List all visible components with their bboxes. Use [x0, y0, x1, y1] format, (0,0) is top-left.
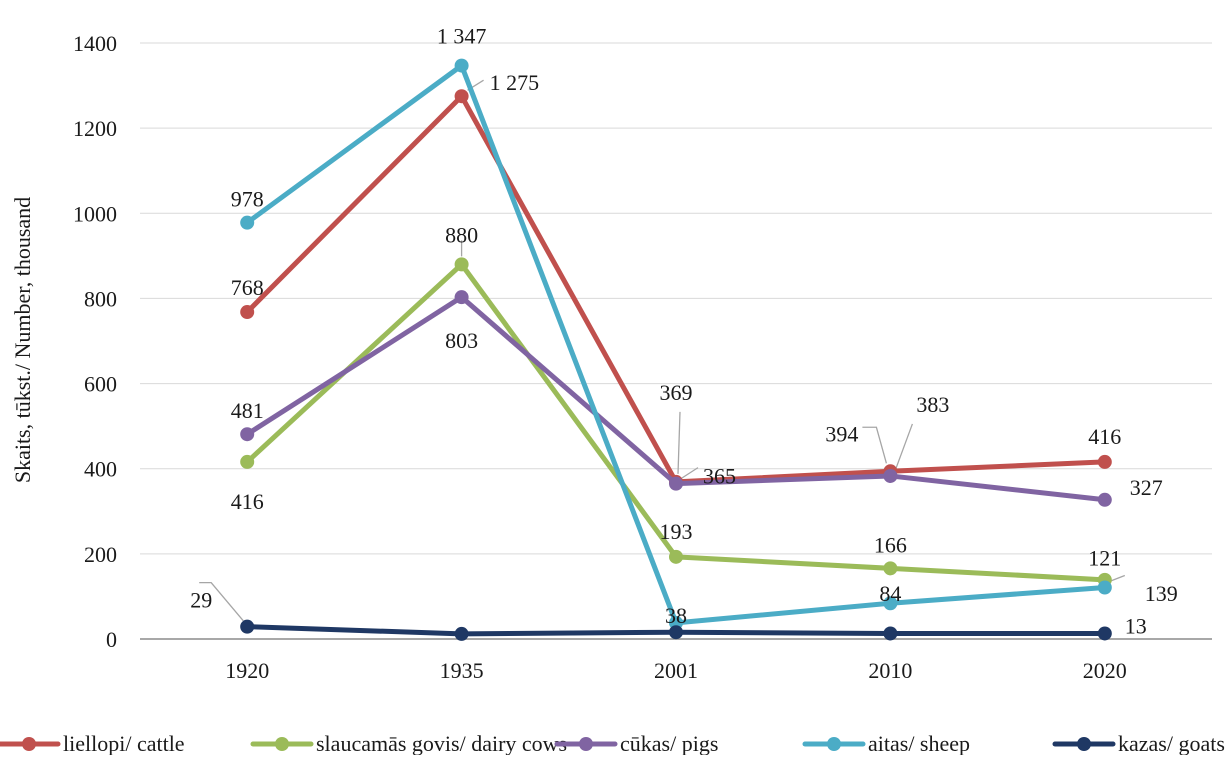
- x-tick-label: 2010: [868, 658, 912, 683]
- y-tick-label: 800: [84, 286, 117, 311]
- data-label-cattle: 416: [1088, 424, 1121, 449]
- y-tick-label: 200: [84, 542, 117, 567]
- data-label-dairy-cows: 193: [660, 519, 693, 544]
- legend-item-sheep: aitas/ sheep: [802, 731, 970, 756]
- data-point-sheep: [1097, 580, 1112, 595]
- legend-item-dairy-cows: slaucamās govis/ dairy cows: [250, 731, 567, 756]
- series-line-cattle: [244, 93, 1108, 485]
- series: [240, 58, 1112, 641]
- data-label-cattle: 369: [660, 380, 693, 405]
- data-label-pigs: 327: [1130, 475, 1163, 500]
- legend-item-pigs: cūkas/ pigs: [554, 731, 718, 756]
- data-point-dairy-cows: [883, 561, 898, 576]
- data-label-cattle: 1 275: [490, 70, 539, 95]
- data-label-cattle: 768: [231, 275, 264, 300]
- legend-swatch-marker: [22, 737, 36, 751]
- data-point-goats: [1097, 626, 1112, 641]
- legend-swatch-marker: [827, 737, 841, 751]
- leader-line: [199, 582, 244, 622]
- leader-line: [894, 423, 914, 471]
- data-point-goats: [454, 626, 469, 641]
- y-tick-label: 1200: [73, 116, 117, 141]
- legend-item-cattle: liellopi/ cattle: [0, 731, 185, 756]
- gridlines: [140, 42, 1212, 640]
- x-axis-ticks: 1920 1935 2001 2010 2020: [225, 658, 1127, 683]
- data-point-sheep: [454, 58, 469, 73]
- data-label-dairy-cows: 139: [1145, 581, 1178, 606]
- data-point-dairy-cows: [454, 257, 469, 272]
- data-label-sheep: 121: [1088, 545, 1121, 570]
- data-label-sheep: 978: [231, 187, 264, 212]
- leader-line: [680, 467, 699, 480]
- x-tick-label: 2020: [1083, 658, 1127, 683]
- data-point-sheep: [240, 215, 255, 230]
- legend-swatch-marker: [275, 737, 289, 751]
- data-label-goats: 13: [1125, 613, 1147, 638]
- data-point-cattle: [240, 305, 255, 320]
- leader-line: [862, 426, 888, 464]
- data-label-sheep: 38: [665, 603, 687, 628]
- data-point-cattle: [1097, 454, 1112, 469]
- y-tick-label: 1000: [73, 201, 117, 226]
- y-tick-label: 0: [106, 627, 117, 652]
- data-labels: 768 1 275 369 394 416 416 880 193 166 139 481 803 36…: [190, 24, 1178, 639]
- data-point-goats: [669, 625, 683, 640]
- data-label-sheep: 84: [879, 581, 901, 606]
- data-label-cattle: 394: [825, 421, 858, 446]
- data-label-pigs: 803: [445, 328, 478, 353]
- data-label-dairy-cows: 166: [874, 532, 907, 557]
- legend-swatch-marker: [1077, 737, 1091, 751]
- y-tick-label: 600: [84, 372, 117, 397]
- data-point-pigs: [240, 427, 255, 442]
- data-point-dairy-cows: [240, 454, 255, 469]
- data-point-pigs: [454, 290, 469, 305]
- legend-label: slaucamās govis/ dairy cows: [316, 731, 567, 755]
- data-point-goats: [240, 619, 255, 634]
- data-point-pigs: [883, 468, 898, 483]
- legend-item-goats: kazas/ goats: [1052, 731, 1225, 756]
- x-tick-label: 1920: [225, 658, 269, 683]
- data-point-dairy-cows: [669, 549, 683, 564]
- data-label-sheep: 1 347: [437, 24, 487, 49]
- legend-label: kazas/ goats: [1118, 731, 1225, 755]
- leader-lines: [199, 79, 1126, 622]
- legend-swatch-marker: [579, 737, 593, 751]
- y-tick-label: 1400: [73, 31, 117, 56]
- data-point-sheep: [883, 596, 898, 611]
- legend-label: liellopi/ cattle: [63, 731, 185, 755]
- y-tick-label: 400: [84, 457, 117, 482]
- data-point-pigs: [1097, 492, 1112, 507]
- x-tick-label: 2001: [654, 658, 698, 683]
- data-point-goats: [883, 626, 898, 641]
- data-label-pigs: 365: [703, 464, 736, 489]
- legend-label: cūkas/ pigs: [620, 731, 718, 755]
- data-label-dairy-cows: 880: [445, 222, 478, 247]
- data-label-pigs: 481: [231, 398, 264, 423]
- y-axis-ticks: 0 200 400 600 800 1000 1200 1400: [73, 31, 117, 652]
- data-label-goats: 29: [190, 588, 212, 613]
- data-point-cattle: [454, 89, 469, 104]
- data-label-pigs: 383: [916, 392, 949, 417]
- leader-line: [677, 411, 681, 474]
- data-point-pigs: [669, 476, 683, 491]
- data-label-dairy-cows: 416: [231, 489, 264, 514]
- y-axis-label: Skaits, tūkst./ Number, thousand: [10, 197, 35, 483]
- legend: liellopi/ cattle slaucamās govis/ dairy c…: [0, 731, 1225, 756]
- x-tick-label: 1935: [440, 658, 484, 683]
- legend-label: aitas/ sheep: [868, 731, 970, 755]
